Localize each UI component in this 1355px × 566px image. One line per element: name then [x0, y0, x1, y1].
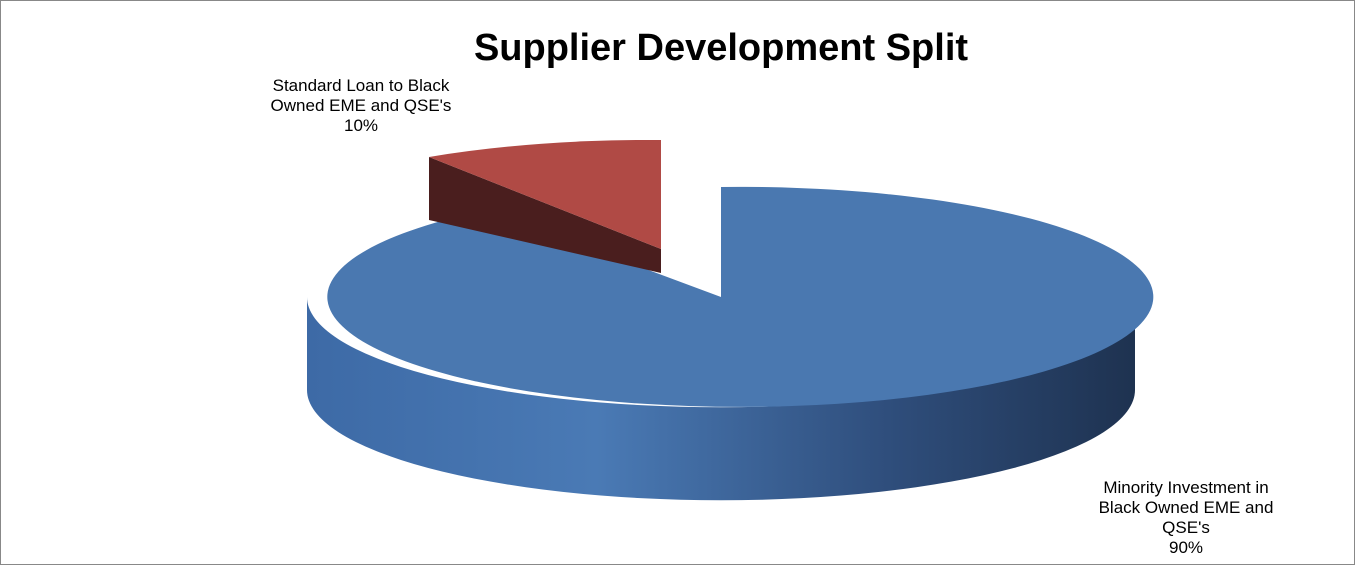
- label-minority-investment-line-1: Minority Investment in: [1103, 478, 1269, 497]
- label-minority-investment-value: 90%: [1168, 538, 1204, 557]
- slice-standard-loan-side: [429, 157, 661, 273]
- label-standard-loan: Standard Loan to Black Owned EME and QSE…: [241, 76, 481, 136]
- slice-minority-investment: [307, 186, 1154, 501]
- label-minority-investment-line-2: Black Owned EME and: [1098, 498, 1274, 517]
- label-minority-investment-line-3: QSE's: [1162, 518, 1210, 537]
- slice-minority-investment-side: [307, 297, 1135, 501]
- slice-standard-loan-top: [429, 139, 661, 249]
- label-minority-investment: Minority Investment in Black Owned EME a…: [1061, 478, 1311, 558]
- label-standard-loan-value: 10%: [343, 116, 379, 135]
- slice-standard-loan: [429, 139, 661, 273]
- chart-title: Supplier Development Split: [473, 27, 969, 69]
- label-standard-loan-line-2: Owned EME and QSE's: [270, 96, 452, 115]
- label-standard-loan-line-1: Standard Loan to Black: [272, 76, 450, 95]
